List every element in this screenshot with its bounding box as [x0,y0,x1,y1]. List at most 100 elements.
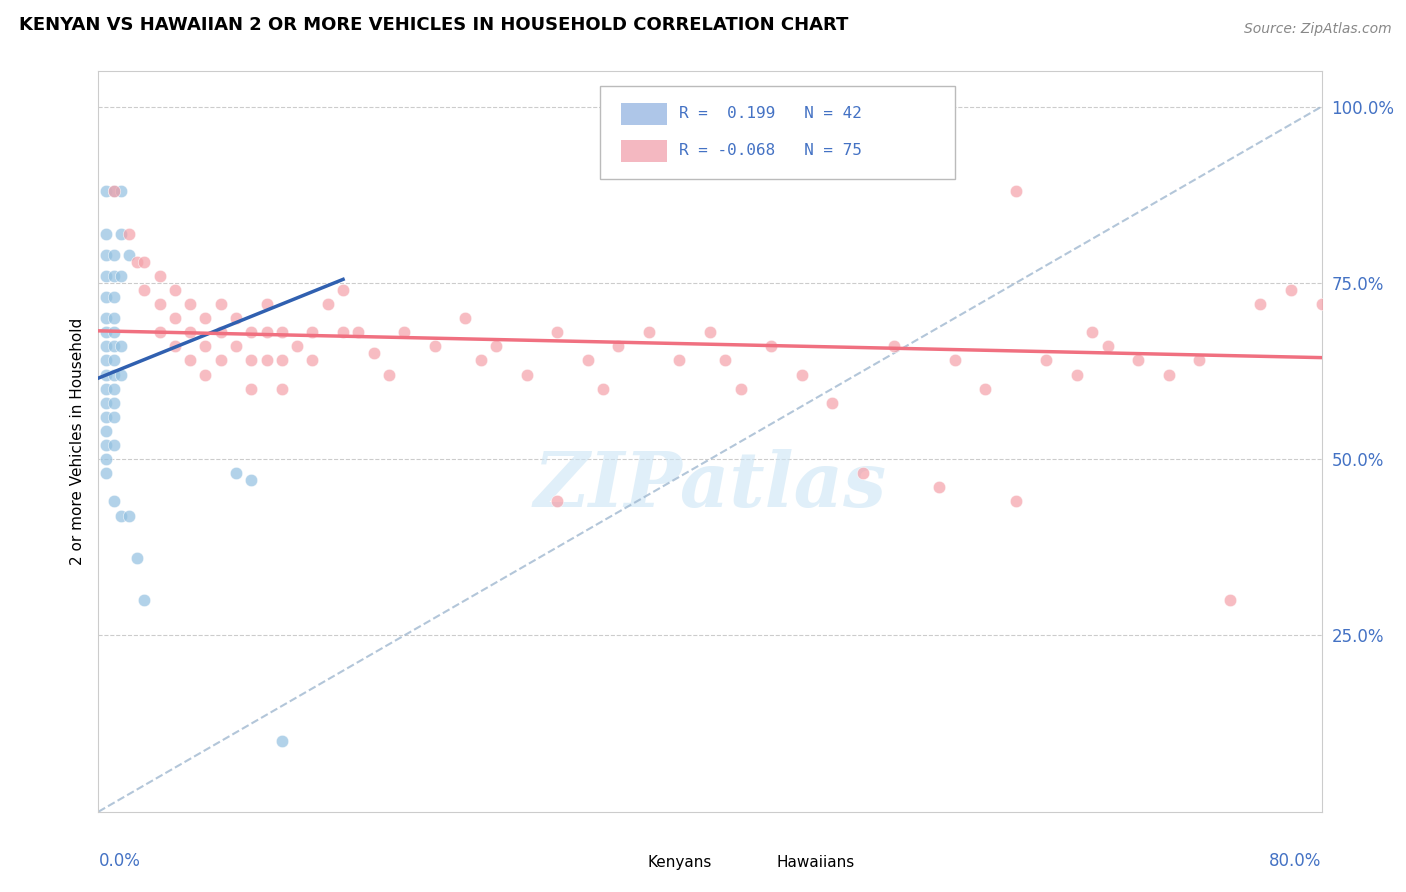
Point [1081,325,1104,339]
Point [943,353,966,368]
Point [194,339,217,353]
Text: 0.0%: 0.0% [98,853,141,871]
Point [225,467,247,481]
Point [94,353,117,368]
Point [163,311,186,326]
Point [516,368,538,382]
Bar [620,140,668,162]
Point [852,467,875,481]
Point [1035,353,1057,368]
Point [149,268,172,283]
Point [485,339,508,353]
Point [270,353,292,368]
Point [378,368,401,382]
Point [125,254,148,268]
Point [103,184,125,198]
Point [163,339,186,353]
Point [94,290,117,304]
Point [149,325,172,339]
Point [240,353,263,368]
Point [103,368,125,382]
Point [134,593,156,607]
Point [1279,283,1302,297]
Point [1004,494,1026,508]
Point [94,368,117,382]
Point [576,353,599,368]
Point [301,353,323,368]
Text: KENYAN VS HAWAIIAN 2 OR MORE VEHICLES IN HOUSEHOLD CORRELATION CHART: KENYAN VS HAWAIIAN 2 OR MORE VEHICLES IN… [18,16,848,34]
Point [285,339,308,353]
Point [94,268,117,283]
Point [110,268,132,283]
Point [134,254,156,268]
Point [103,353,125,368]
Text: Kenyans: Kenyans [648,855,711,870]
Bar [734,855,769,871]
Point [301,325,323,339]
Point [270,734,292,748]
Point [256,325,278,339]
Point [103,290,125,304]
Point [974,382,997,396]
Point [103,339,125,353]
Point [134,283,156,297]
Point [759,339,782,353]
Point [94,452,117,467]
Point [240,473,263,487]
Point [179,353,201,368]
Point [225,339,247,353]
Text: R =  0.199   N = 42: R = 0.199 N = 42 [679,106,862,121]
Point [103,409,125,424]
Point [209,353,232,368]
Point [256,353,278,368]
Point [883,339,905,353]
Point [94,438,117,452]
Point [454,311,477,326]
Point [163,283,186,297]
Point [94,184,117,198]
Point [1249,297,1271,311]
Text: Source: ZipAtlas.com: Source: ZipAtlas.com [1244,22,1392,37]
Y-axis label: 2 or more Vehicles in Household: 2 or more Vehicles in Household [69,318,84,566]
Point [1219,593,1241,607]
Bar [620,103,668,126]
FancyBboxPatch shape [600,87,955,178]
Point [103,396,125,410]
Point [94,248,117,262]
Point [110,184,132,198]
Point [699,325,721,339]
Point [607,339,630,353]
Point [149,297,172,311]
Point [1157,368,1180,382]
Point [110,368,132,382]
Point [179,297,201,311]
Point [94,311,117,326]
Point [821,396,844,410]
Point [1188,353,1211,368]
Point [94,339,117,353]
Point [194,311,217,326]
Point [209,297,232,311]
Point [240,325,263,339]
Point [94,424,117,438]
Point [103,325,125,339]
Point [209,325,232,339]
Point [332,325,354,339]
Point [1128,353,1150,368]
Point [470,353,492,368]
Point [94,227,117,241]
Point [103,438,125,452]
Point [194,368,217,382]
Point [546,325,568,339]
Point [179,325,201,339]
Point [103,494,125,508]
Point [546,494,568,508]
Point [118,248,141,262]
Point [118,508,141,523]
Text: ZIPatlas: ZIPatlas [533,449,887,523]
Point [730,382,752,396]
Point [118,227,141,241]
Point [423,339,446,353]
Point [316,297,339,311]
Point [94,467,117,481]
